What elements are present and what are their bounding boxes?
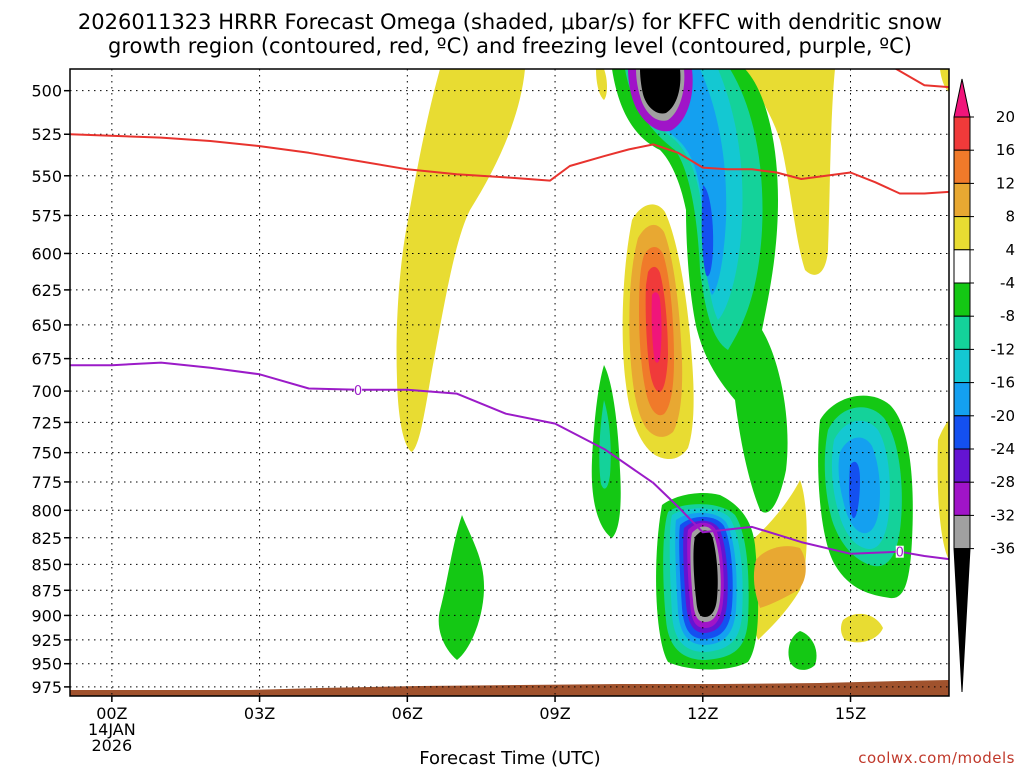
y-tick-label-650: 650 [31, 316, 62, 335]
y-tick-label-875: 875 [31, 581, 62, 600]
chart-title-line1: 2026011323 HRRR Forecast Omega (shaded, … [78, 10, 942, 34]
omega-shade-positive-small-top [596, 69, 607, 100]
colorbar-segment-11 [953, 448, 971, 483]
y-tick-label-900: 900 [31, 606, 62, 625]
chart-title-line2: growth region (contoured, red, ºC) and f… [108, 34, 912, 58]
omega-shade-positive-far-right [937, 69, 949, 560]
colorbar-segment-1 [953, 116, 971, 151]
series-line-2 [70, 361, 949, 561]
x-tick-sublabel-date: 14JAN [88, 720, 136, 739]
omega-shade-positive-band-right [745, 69, 835, 275]
colorbar-label-3: 8 [1005, 208, 1015, 226]
omega-shade-positive-bottom-right [840, 613, 883, 643]
omega-shade-black-top [640, 69, 681, 114]
colorbar-segment-8 [953, 348, 971, 384]
y-tick-label-600: 600 [31, 244, 62, 263]
contour-label-1: 0 [896, 546, 904, 561]
ground-surface [70, 680, 949, 696]
contour-label-0: 0 [354, 384, 362, 399]
colorbar-segment-6 [953, 282, 971, 317]
contour-label-bg-0 [354, 383, 363, 396]
omega-shade-blue-narrow [599, 400, 611, 489]
colorbar-label-9: -20 [991, 407, 1016, 425]
credit-text: coolwx.com/models [858, 749, 1015, 767]
contour-label-bg-1 [895, 545, 904, 558]
x-tick-label-09Z: 09Z [539, 704, 570, 723]
colorbar-bottom-arrow [953, 548, 971, 693]
x-tick-label-03Z: 03Z [244, 704, 275, 723]
x-tick-label-06Z: 06Z [392, 704, 423, 723]
y-tick-label-700: 700 [31, 382, 62, 401]
omega-shading [396, 69, 949, 670]
contour-lines: 00 [70, 69, 949, 561]
omega-shade-green-small-left [438, 515, 485, 660]
omega-shade-black-lower [693, 530, 718, 617]
y-tick-label-750: 750 [31, 444, 62, 463]
y-tick-label-825: 825 [31, 529, 62, 548]
colorbar-label-10: -24 [991, 440, 1016, 458]
plot-frame [69, 68, 950, 697]
y-tick-label-775: 775 [31, 473, 62, 492]
y-tick-label-800: 800 [31, 501, 62, 520]
y-tick-label-525: 525 [31, 125, 62, 144]
colorbar-segment-12 [953, 481, 971, 516]
colorbar-label-0: 20 [996, 108, 1015, 126]
colorbar-label-13: -36 [991, 540, 1016, 558]
omega-shade-green-small-bottom [788, 631, 817, 670]
colorbar-label-2: 12 [996, 174, 1015, 192]
colorbar-label-5: -4 [1000, 274, 1015, 292]
series-line-1 [894, 69, 949, 89]
y-tick-label-625: 625 [31, 281, 62, 300]
colorbar-segment-3 [953, 182, 971, 218]
colorbar-label-4: 4 [1005, 241, 1015, 259]
x-axis-title: Forecast Time (UTC) [419, 748, 600, 768]
x-tick-label-12Z: 12Z [687, 704, 718, 723]
colorbar-label-8: -16 [991, 374, 1016, 392]
colorbar-segment-4 [953, 216, 971, 251]
gridlines [70, 69, 949, 696]
colorbar-segment-5 [953, 249, 971, 284]
colorbar-label-11: -28 [991, 473, 1016, 491]
x-tick-label-00Z: 00Z [96, 704, 127, 723]
y-tick-label-575: 575 [31, 206, 62, 225]
colorbar-segment-2 [953, 149, 971, 184]
colorbar-label-7: -12 [991, 340, 1016, 358]
colorbar-label-6: -8 [1000, 307, 1015, 325]
colorbar-segment-7 [953, 315, 971, 350]
colorbar-segment-10 [953, 415, 971, 450]
y-tick-label-550: 550 [31, 167, 62, 186]
colorbar: 20 16 12 8 4 -4 -8 -12 -16 -20 -24 -28 -32 -36 [953, 78, 1016, 693]
colorbar-label-1: 16 [996, 141, 1015, 159]
y-tick-label-500: 500 [31, 82, 62, 101]
y-tick-label-850: 850 [31, 555, 62, 574]
colorbar-label-12: -32 [991, 506, 1016, 524]
x-tick-label-15Z: 15Z [835, 704, 866, 723]
colorbar-segment-9 [953, 382, 971, 417]
x-tick-sublabel-year: 2026 [91, 736, 132, 755]
omega-shade-darkblue-main [701, 185, 714, 277]
y-tick-label-675: 675 [31, 350, 62, 369]
y-axis: 500 525 550 575 600 625 650 675 700 725 750 775 800 8… [31, 82, 70, 697]
omega-shade-darkblue-right [849, 461, 860, 519]
series-line-0 [70, 133, 949, 195]
omega-shade-positive-band-left [396, 69, 525, 452]
colorbar-top-arrow [953, 78, 971, 118]
omega-shade-pink-core [651, 292, 662, 363]
y-tick-label-950: 950 [31, 655, 62, 674]
y-tick-label-725: 725 [31, 413, 62, 432]
y-tick-label-925: 925 [31, 631, 62, 650]
omega-shade-gold-lower [753, 546, 806, 608]
colorbar-segment-13 [953, 514, 971, 550]
y-tick-label-975: 975 [31, 678, 62, 697]
